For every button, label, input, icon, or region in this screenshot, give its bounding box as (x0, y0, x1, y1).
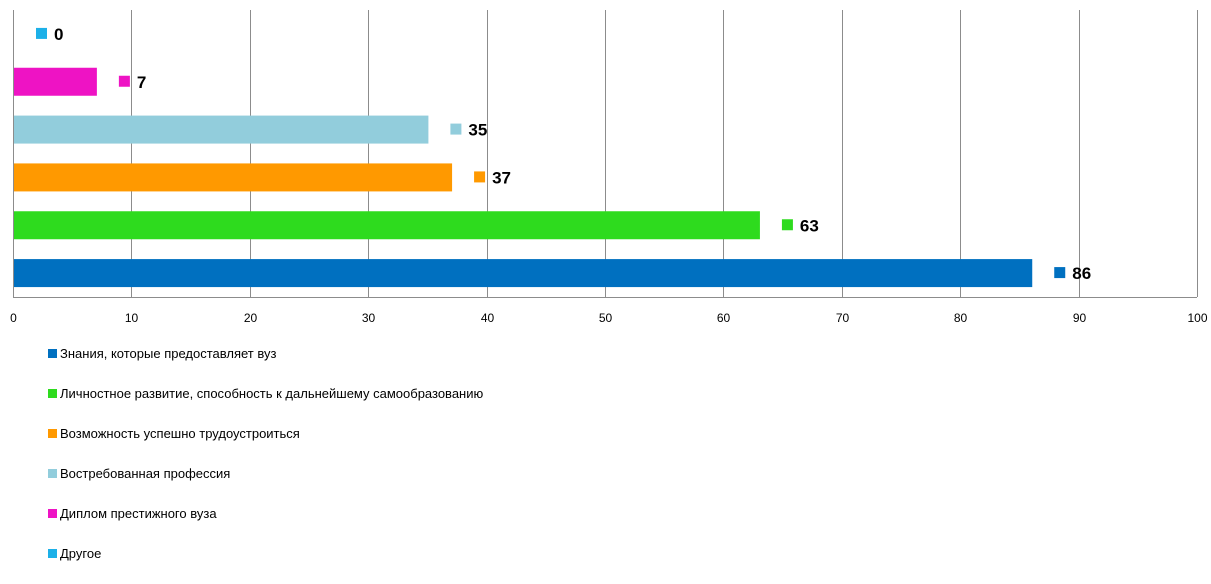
legend-item-5: Другое (48, 544, 483, 562)
x-tick-label-40: 40 (481, 311, 495, 325)
bar-3 (14, 115, 429, 144)
data-label-0: 86 (1072, 264, 1091, 283)
bar-1 (14, 211, 760, 240)
data-label-2: 37 (492, 168, 511, 187)
x-tick-labels: 0 10 20 30 40 50 60 70 80 90 100 (10, 311, 1208, 325)
x-tick-label-80: 80 (954, 311, 968, 325)
data-label-marker-5 (36, 27, 47, 39)
legend-swatch-4 (48, 508, 57, 518)
gridlines (13, 10, 1198, 297)
data-label-marker-1 (781, 219, 793, 231)
data-label-marker-3 (450, 123, 462, 135)
bar-4 (14, 67, 97, 96)
legend-label-5: Другое (60, 545, 102, 561)
data-label-marker-4 (118, 75, 130, 87)
data-label-4: 7 (137, 73, 146, 92)
legend-item-4: Диплом престижного вуза (48, 504, 483, 522)
data-label-1: 63 (800, 216, 819, 235)
x-tick-label-70: 70 (836, 311, 850, 325)
bars (14, 67, 1033, 288)
bar-0 (14, 259, 1033, 288)
x-tick-label-90: 90 (1073, 311, 1087, 325)
legend-swatch-5 (48, 548, 57, 558)
x-tick-label-30: 30 (362, 311, 376, 325)
x-tick-label-0: 0 (10, 311, 17, 325)
data-label-5: 0 (54, 25, 63, 44)
x-tick-label-100: 100 (1187, 311, 1207, 325)
bar-2 (14, 163, 453, 192)
legend-item-2: Возможность успешно трудоустроиться (48, 424, 483, 442)
x-tick-label-10: 10 (125, 311, 139, 325)
legend-item-3: Востребованная профессия (48, 464, 483, 482)
legend-label-3: Востребованная профессия (60, 465, 231, 481)
data-label-3: 35 (468, 121, 487, 140)
legend-label-1: Личностное развитие, способность к дальн… (60, 385, 484, 401)
legend-item-1: Личностное развитие, способность к дальн… (48, 384, 483, 402)
legend-swatch-0 (48, 348, 57, 358)
data-label-marker-0 (1054, 267, 1066, 279)
data-labels: 86 63 37 35 7 0 (54, 25, 1091, 283)
legend: Знания, которые предоставляет вуз Личност… (48, 344, 483, 584)
legend-label-0: Знания, которые предоставляет вуз (60, 345, 277, 361)
legend-label-4: Диплом престижного вуза (60, 505, 217, 521)
x-tick-label-60: 60 (717, 311, 731, 325)
data-label-marker-2 (474, 171, 486, 183)
legend-label-2: Возможность успешно трудоустроиться (60, 425, 300, 441)
x-tick-label-50: 50 (599, 311, 613, 325)
legend-swatch-2 (48, 428, 57, 438)
label-markers (36, 27, 1066, 279)
legend-swatch-1 (48, 388, 57, 398)
legend-swatch-3 (48, 468, 57, 478)
legend-item-0: Знания, которые предоставляет вуз (48, 344, 483, 362)
x-tick-label-20: 20 (244, 311, 258, 325)
